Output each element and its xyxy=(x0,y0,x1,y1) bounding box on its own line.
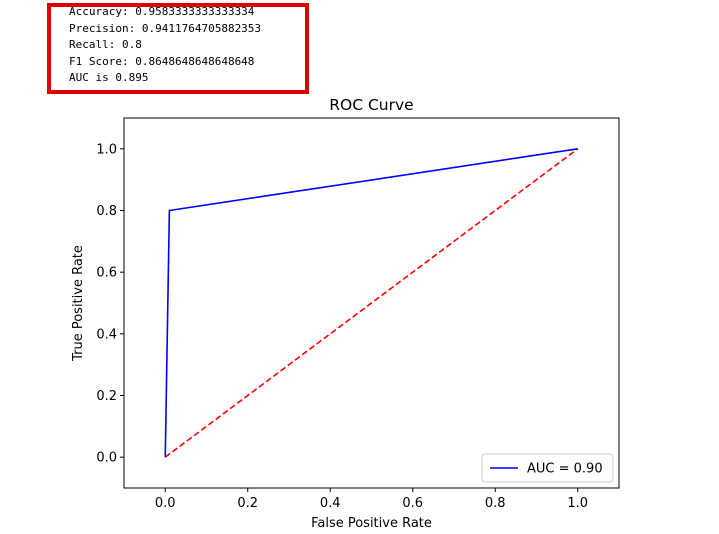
chart-title: ROC Curve xyxy=(329,96,413,114)
y-tick-label: 0.0 xyxy=(96,451,117,466)
x-axis-label: False Positive Rate xyxy=(311,516,432,531)
accuracy-line: Accuracy: 0.9583333333333334 xyxy=(69,5,255,18)
auc-line: AUC is 0.895 xyxy=(69,71,149,85)
legend-label: AUC = 0.90 xyxy=(527,462,603,477)
x-tick-label: 0.6 xyxy=(402,496,423,511)
y-axis-label: True Positive Rate xyxy=(71,245,86,362)
y-tick-label: 0.6 xyxy=(96,266,117,281)
roc-curve-line xyxy=(164,148,578,458)
y-tick-label: 0.2 xyxy=(96,389,117,404)
y-tick-label: 0.8 xyxy=(96,204,117,219)
recall-line: Recall: 0.8 xyxy=(69,38,142,52)
x-tick-label: 1.0 xyxy=(567,496,588,511)
x-tick-label: 0.8 xyxy=(485,496,506,511)
legend: AUC = 0.90 xyxy=(481,453,614,483)
y-tick-label: 0.4 xyxy=(96,327,117,342)
f1-score-line: F1 Score: 0.8648648648648648 xyxy=(69,54,255,68)
x-tick-label: 0.0 xyxy=(155,496,176,511)
precision-line: Precision: 0.9411764705882353 xyxy=(69,21,262,35)
plot-frame xyxy=(123,117,620,489)
reference-line xyxy=(164,148,579,458)
y-tick-label: 1.0 xyxy=(96,142,117,157)
x-tick-label: 0.4 xyxy=(320,496,341,511)
metrics-output: Accuracy: 0.9583333333333334 Precision: 0… xyxy=(69,4,261,87)
series-layer xyxy=(164,148,579,458)
ticks-layer: 0.0 0.2 0.4 0.6 0.8 1.0 0.0 0.2 0.4 0.6 0.8 1.0 xyxy=(96,142,588,511)
x-tick-label: 0.2 xyxy=(237,496,258,511)
legend-box xyxy=(481,453,614,483)
